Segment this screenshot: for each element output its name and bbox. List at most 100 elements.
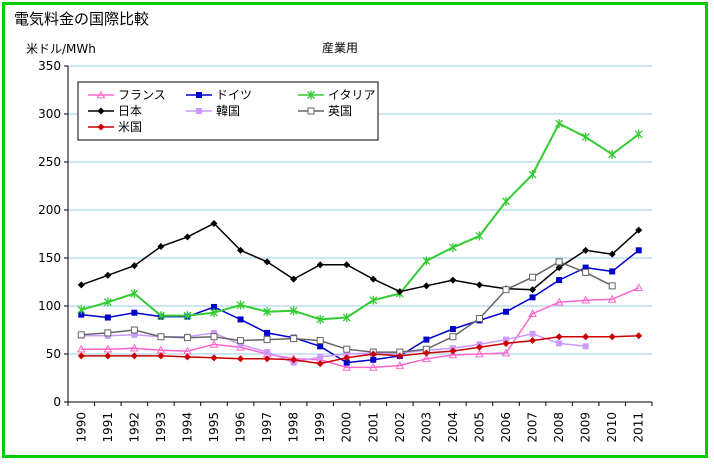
data-point [237, 337, 245, 345]
legend-marker [196, 92, 202, 98]
y-tick-label: 50 [46, 347, 61, 361]
data-point [581, 295, 590, 304]
data-point [156, 311, 165, 321]
data-point [183, 353, 191, 361]
data-point [529, 286, 537, 294]
data-point [608, 333, 616, 341]
data-point [581, 132, 590, 142]
data-point [475, 231, 484, 241]
data-point [263, 336, 271, 344]
data-point [263, 307, 272, 317]
data-point [423, 336, 430, 343]
data-point [368, 362, 378, 371]
x-tick-label: 1999 [313, 412, 327, 443]
data-point [104, 352, 112, 360]
data-point [210, 354, 218, 362]
x-tick-label: 2003 [419, 412, 433, 443]
data-point [609, 268, 616, 275]
data-point [449, 276, 457, 284]
data-point [78, 311, 85, 318]
data-point [157, 333, 165, 341]
data-point [449, 347, 457, 355]
y-tick-label: 0 [53, 395, 61, 409]
data-point [263, 258, 271, 266]
x-tick-label: 1997 [260, 412, 274, 443]
data-point [237, 355, 245, 363]
y-tick-label: 100 [38, 299, 61, 313]
data-point [529, 294, 536, 301]
legend-marker [196, 108, 202, 114]
y-axis-label: 米ドル/MWh [26, 42, 96, 56]
data-point [211, 329, 217, 336]
data-point [634, 129, 643, 139]
data-point [422, 349, 430, 357]
legend-box [77, 81, 379, 141]
data-point [343, 351, 350, 357]
data-point [77, 305, 86, 315]
x-tick-label: 2004 [446, 412, 460, 443]
data-point [528, 169, 537, 179]
data-point [103, 297, 112, 307]
data-point [77, 331, 85, 339]
data-point [582, 333, 590, 341]
series-line [81, 335, 639, 365]
data-point [635, 332, 643, 340]
data-point [264, 329, 271, 336]
legend-label: 日本 [118, 104, 142, 118]
x-tick-label: 1998 [287, 412, 301, 443]
data-point [449, 333, 457, 341]
data-point [263, 355, 271, 363]
data-point [634, 283, 644, 292]
data-point [290, 275, 298, 283]
data-point [130, 343, 139, 352]
data-point [635, 247, 642, 254]
x-tick-label: 2011 [632, 412, 646, 443]
data-point [104, 271, 112, 279]
data-point [104, 314, 111, 321]
data-point [316, 337, 324, 345]
data-point [422, 282, 430, 290]
data-point [130, 262, 138, 270]
data-point [396, 352, 404, 360]
chart-title: 電気料金の国際比較 [14, 10, 149, 28]
data-point [475, 314, 483, 322]
data-point [529, 330, 536, 337]
data-point [264, 349, 271, 356]
data-point [502, 196, 510, 206]
series-line [81, 222, 640, 293]
data-point [157, 242, 165, 250]
data-point [556, 277, 563, 284]
x-tick-label: 2001 [366, 412, 380, 443]
data-point [582, 268, 590, 276]
data-point [555, 333, 563, 341]
data-point [582, 343, 589, 350]
data-point [77, 281, 85, 289]
data-point [76, 344, 86, 353]
legend-label: イタリア [328, 88, 376, 102]
legend-marker [307, 90, 315, 100]
chart-frame [2, 2, 708, 458]
legend-marker [97, 107, 105, 115]
legend-label: 英国 [328, 104, 352, 118]
data-point [503, 336, 509, 343]
data-point [77, 352, 85, 360]
data-point [316, 261, 324, 269]
x-tick-label: 2005 [472, 412, 486, 443]
data-point [608, 282, 616, 290]
series-line [81, 287, 639, 369]
data-point [290, 335, 298, 343]
y-tick-label: 300 [38, 107, 61, 121]
data-point [131, 331, 138, 338]
data-point [635, 226, 643, 234]
data-point [289, 306, 298, 316]
data-point [555, 258, 563, 266]
x-tick-label: 2008 [552, 412, 566, 443]
data-point [529, 337, 537, 345]
data-point [342, 313, 351, 323]
data-point [157, 352, 165, 360]
legend-label: フランス [118, 88, 166, 102]
data-point [503, 308, 509, 315]
data-point [237, 246, 245, 254]
legend-label: ドイツ [216, 88, 252, 102]
